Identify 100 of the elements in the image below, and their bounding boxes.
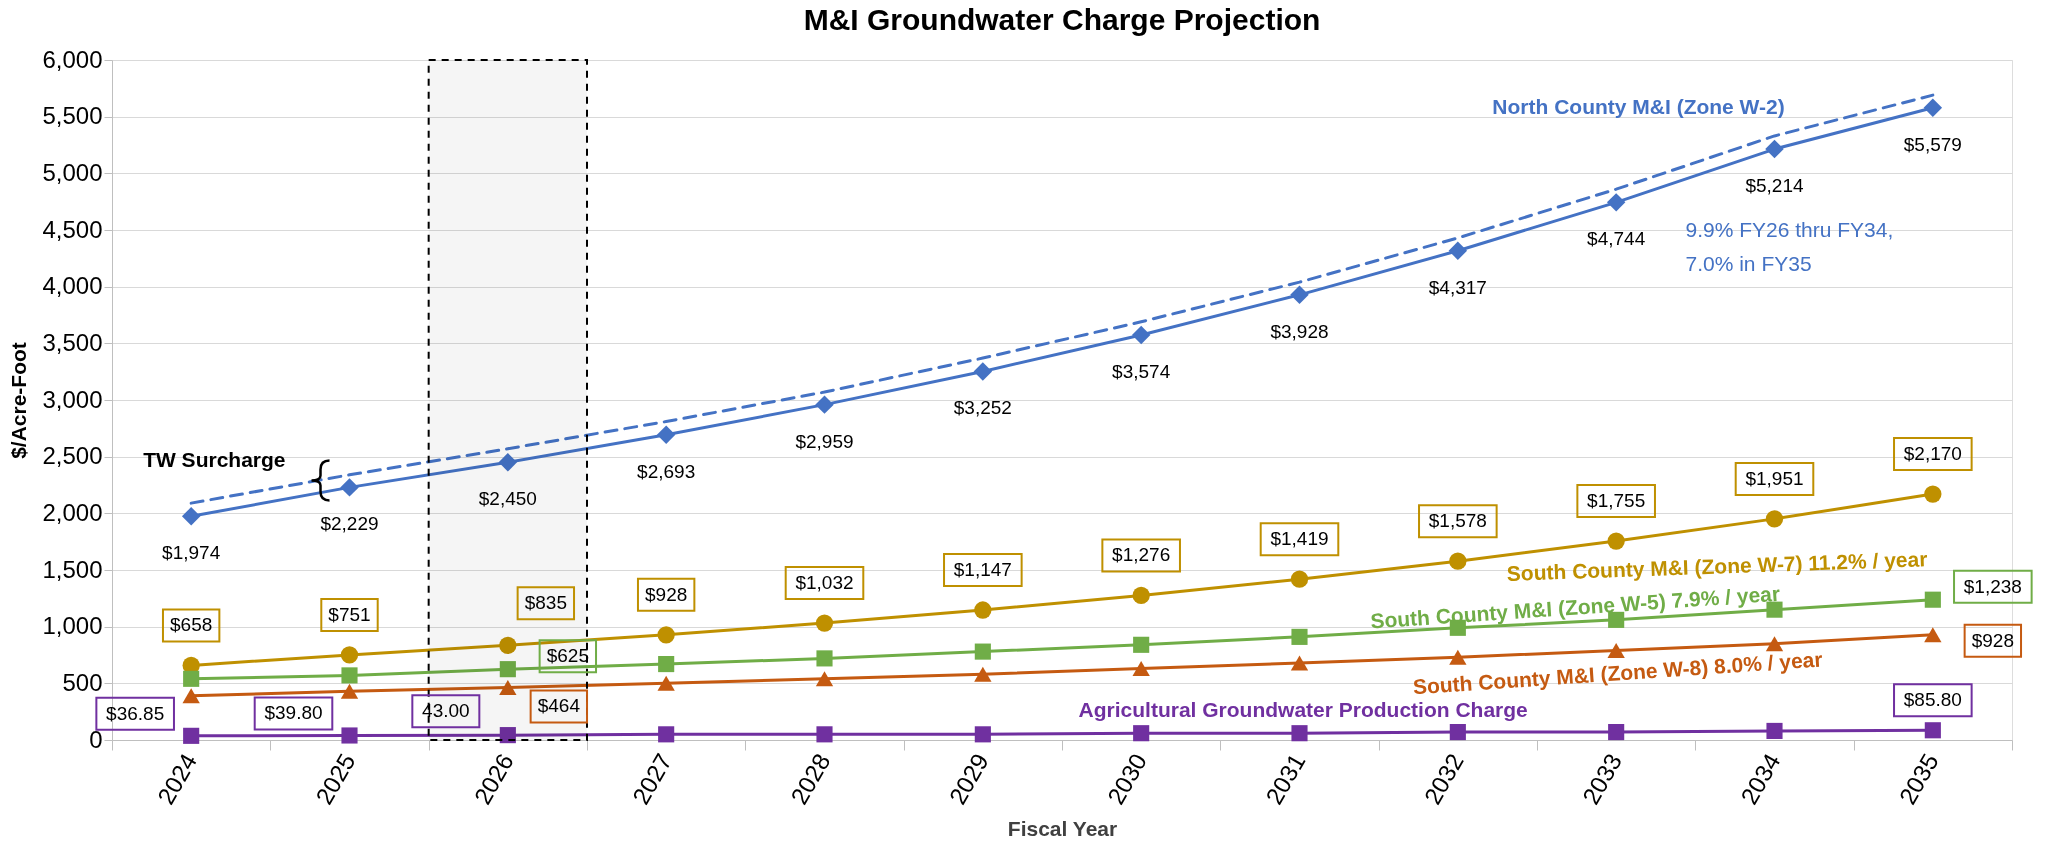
data-label: $3,574	[1112, 360, 1171, 382]
point	[1765, 510, 1784, 528]
point	[973, 362, 993, 381]
data-label: $464	[537, 695, 581, 717]
data-label: $5,579	[1903, 133, 1962, 155]
point	[1132, 661, 1150, 677]
point	[815, 614, 834, 632]
point	[181, 507, 201, 526]
data-label: $1,032	[795, 572, 854, 594]
y-tick-label: 2,000	[42, 498, 103, 526]
point	[1449, 649, 1467, 665]
point	[1766, 722, 1783, 739]
data-label: $1,238	[1963, 575, 2022, 597]
point	[816, 650, 833, 667]
series-label: North County M&I (Zone W-2)	[1492, 95, 1785, 119]
annotation: 9.9% FY26 thru FY34, 7.0% in FY35	[1685, 218, 1894, 276]
y-tick-label: 2,500	[42, 442, 103, 470]
point	[1923, 98, 1943, 117]
point	[182, 688, 200, 704]
point	[1607, 642, 1625, 658]
y-tick-label: 5,500	[42, 102, 103, 130]
data-label: $2,959	[795, 430, 854, 452]
point	[1607, 532, 1625, 550]
chart-title: M&I Groundwater Charge Projection	[803, 3, 1321, 36]
point	[1924, 627, 1942, 643]
data-label: $928	[1971, 629, 2014, 651]
point	[499, 661, 516, 678]
y-tick-label: 1,000	[42, 612, 103, 640]
data-label: $658	[170, 614, 213, 636]
point	[974, 601, 992, 619]
point	[1449, 724, 1466, 741]
point	[498, 453, 518, 472]
data-label: 43.00	[422, 700, 470, 722]
data-label: $1,974	[162, 542, 221, 564]
data-label: $39.80	[264, 702, 323, 724]
point	[341, 727, 358, 744]
point	[499, 636, 517, 655]
y-tick-label: 5,000	[42, 158, 103, 186]
series-label: Agricultural Groundwater Production Charge	[1078, 698, 1528, 722]
point	[1290, 285, 1309, 305]
point	[183, 670, 200, 687]
point	[656, 425, 676, 445]
data-label: $3,252	[953, 397, 1012, 419]
point	[816, 726, 833, 743]
data-label: $1,951	[1745, 467, 1804, 489]
data-label: $928	[645, 583, 688, 605]
data-label: $1,276	[1112, 544, 1171, 566]
data-label: $625	[546, 645, 589, 667]
point	[340, 478, 359, 497]
point	[499, 679, 517, 695]
point	[1924, 591, 1941, 608]
data-label: $85.80	[1903, 689, 1962, 711]
data-label: $2,693	[637, 460, 696, 482]
point	[1449, 552, 1467, 570]
y-tick-label: 3,500	[42, 328, 103, 356]
data-label: $1,147	[953, 559, 1012, 581]
point	[340, 646, 359, 664]
point	[974, 643, 991, 660]
point	[1290, 570, 1309, 588]
point	[1608, 724, 1625, 741]
point	[658, 726, 675, 743]
point	[1924, 722, 1941, 739]
point	[1132, 586, 1150, 605]
point	[1291, 628, 1308, 645]
point	[657, 626, 675, 644]
point	[1924, 485, 1942, 503]
point	[657, 675, 675, 691]
y-tick-label: 1,500	[42, 555, 103, 583]
x-axis-title: Fiscal Year	[1007, 816, 1118, 840]
y-tick-label: 4,000	[42, 272, 103, 300]
data-label: $1,755	[1587, 490, 1646, 512]
data-label: $2,170	[1903, 443, 1962, 465]
point	[1131, 325, 1151, 345]
data-label: $36.85	[106, 702, 165, 724]
point	[340, 683, 359, 699]
data-label: $2,450	[478, 488, 537, 510]
point	[974, 726, 991, 743]
point	[183, 727, 200, 744]
data-label: $3,928	[1270, 320, 1329, 342]
point	[1291, 725, 1308, 742]
data-label: $835	[524, 592, 567, 614]
point	[1765, 636, 1784, 652]
point	[1133, 725, 1150, 742]
point	[1765, 139, 1784, 159]
data-label: $2,229	[320, 513, 379, 535]
point	[974, 666, 992, 682]
y-tick-label: 4,500	[42, 215, 103, 243]
y-axis-title: $/Acre-Foot	[7, 342, 31, 459]
data-label: $1,419	[1270, 528, 1329, 550]
data-label: $4,744	[1587, 228, 1646, 250]
annotation: TW Surcharge	[143, 448, 286, 472]
point	[815, 395, 834, 414]
point	[658, 656, 675, 673]
y-tick-label: 3,000	[42, 385, 103, 413]
data-label: $4,317	[1428, 276, 1487, 298]
point	[1606, 193, 1626, 212]
y-tick-label: 500	[62, 668, 103, 696]
series-label: South County M&I (Zone W-8) 8.0% / year	[1412, 647, 1824, 699]
point	[1448, 241, 1468, 260]
data-label: $5,214	[1745, 175, 1804, 197]
